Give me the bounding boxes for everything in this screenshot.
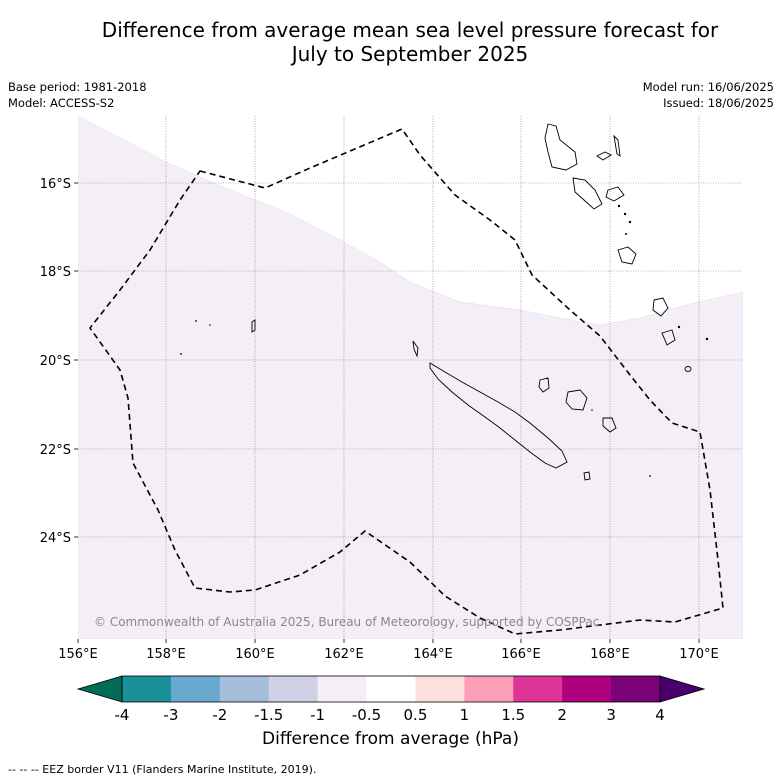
colorbar-segment (170, 676, 221, 702)
title-line-2: July to September 2025 (291, 42, 529, 66)
lat-label-22: 22°S (40, 443, 71, 458)
colorbar-tick-label: 1 (460, 706, 470, 724)
colorbar-tick-label: 2 (557, 706, 567, 724)
lon-label-170: 170°E (679, 647, 719, 662)
meta-right: Model run: 16/06/2025 Issued: 18/06/2025 (643, 79, 774, 111)
coastlines (251, 123, 692, 481)
colorbar-segment (464, 676, 514, 702)
ouvea-island (538, 377, 550, 393)
legend-footnote: -- -- -- EEZ border V11 (Flanders Marine… (8, 763, 317, 776)
colorbar-over-arrow (660, 676, 704, 702)
lifou-island (565, 389, 588, 411)
colorbar-tick-label: -0.5 (352, 706, 381, 724)
title-line-1: Difference from average mean sea level p… (101, 18, 719, 42)
meta-left: Base period: 1981-2018 Model: ACCESS-S2 (8, 79, 147, 111)
walpole-island (684, 366, 692, 372)
colorbar-label: Difference from average (hPa) (262, 729, 519, 749)
lon-label-156: 156°E (58, 647, 98, 662)
isle-of-pines (583, 471, 591, 481)
lon-label-164: 164°E (413, 647, 453, 662)
malekula (572, 177, 603, 210)
aneityum (661, 329, 676, 346)
lon-label-160: 160°E (235, 647, 275, 662)
pentecost (613, 134, 621, 157)
espiritu-santo (544, 123, 578, 171)
colorbar-tick-label: 4 (655, 706, 665, 724)
map-gridlines (78, 116, 743, 639)
colorbar-segment (268, 676, 319, 702)
lat-label-24: 24°S (40, 531, 71, 546)
copyright-text: © Commonwealth of Australia 2025, Bureau… (94, 615, 599, 629)
issued-date: Issued: 18/06/2025 (663, 96, 774, 110)
lat-label-20: 20°S (40, 354, 71, 369)
colorbar-tick-label: 3 (606, 706, 616, 724)
colorbar-segment (366, 676, 416, 702)
colorbar-segment (562, 676, 612, 702)
erromango (617, 246, 637, 265)
lon-label-158: 158°E (146, 647, 186, 662)
colorbar-segment (122, 676, 172, 702)
pressure-anomaly-shading (78, 116, 743, 639)
model-name: Model: ACCESS-S2 (8, 96, 115, 110)
colorbar-tick-label: -2 (212, 706, 227, 724)
colorbar-tick-label: -1 (310, 706, 325, 724)
lon-label-166: 166°E (501, 647, 541, 662)
small-islets (180, 204, 709, 477)
lat-label-16: 16°S (40, 177, 71, 192)
efate (605, 186, 625, 202)
colorbar-segment (219, 676, 270, 702)
new-caledonia-mainland (429, 362, 568, 469)
base-period: Base period: 1981-2018 (8, 80, 147, 94)
chart-title: Difference from average mean sea level p… (0, 18, 781, 66)
colorbar-tick-label: -1.5 (254, 706, 283, 724)
colorbar-tick-label: -4 (115, 706, 130, 724)
ambae (596, 151, 612, 161)
colorbar-segment (513, 676, 563, 702)
tanna (652, 297, 669, 317)
colorbar-under-arrow (78, 676, 122, 702)
colorbar-segment (415, 676, 465, 702)
colorbar-tick-label: 0.5 (404, 706, 428, 724)
model-run: Model run: 16/06/2025 (642, 80, 774, 94)
eez-border (88, 128, 724, 635)
colorbar-segment (611, 676, 661, 702)
belep-islands (412, 340, 419, 358)
colorbar: -4 -3 -2 -1.5 -1 -0.5 0.5 1 1.5 2 3 4 (76, 675, 706, 724)
colorbar-tick-label: 1.5 (501, 706, 525, 724)
lon-label-162: 162°E (324, 647, 364, 662)
lon-label-168: 168°E (590, 647, 630, 662)
lat-label-18: 18°S (40, 265, 71, 280)
colorbar-tick-label: -3 (163, 706, 178, 724)
mare-island (602, 417, 617, 433)
chesterfield-reef (251, 319, 256, 333)
colorbar-segment (317, 676, 367, 702)
tick-marks (74, 182, 700, 643)
